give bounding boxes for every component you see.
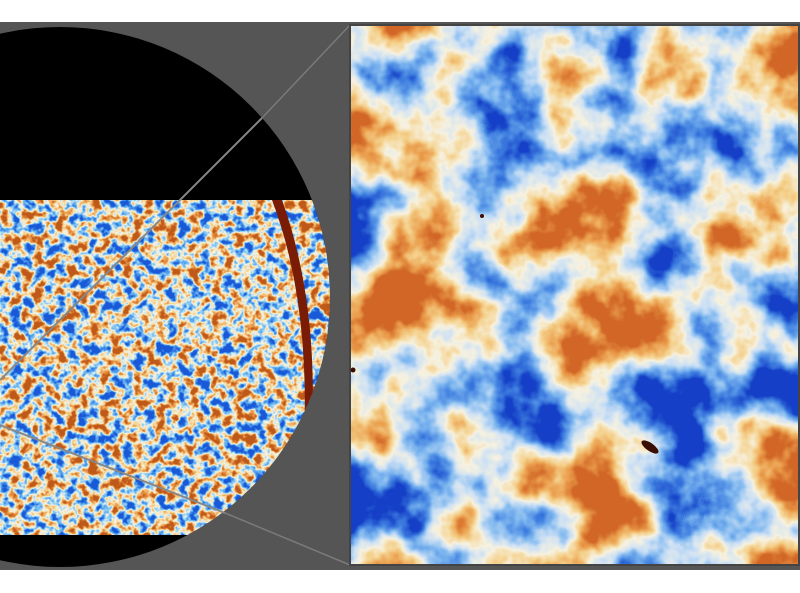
point-source [641, 440, 659, 454]
zoomed-map-border [349, 24, 800, 566]
zoom-edge [0, 117, 263, 381]
zoom-edge [0, 424, 226, 514]
zoom-connector [224, 512, 351, 566]
point-source [480, 214, 484, 218]
point-source [350, 367, 356, 373]
zoomed-map [350, 25, 800, 565]
zoom-connector [261, 24, 351, 119]
